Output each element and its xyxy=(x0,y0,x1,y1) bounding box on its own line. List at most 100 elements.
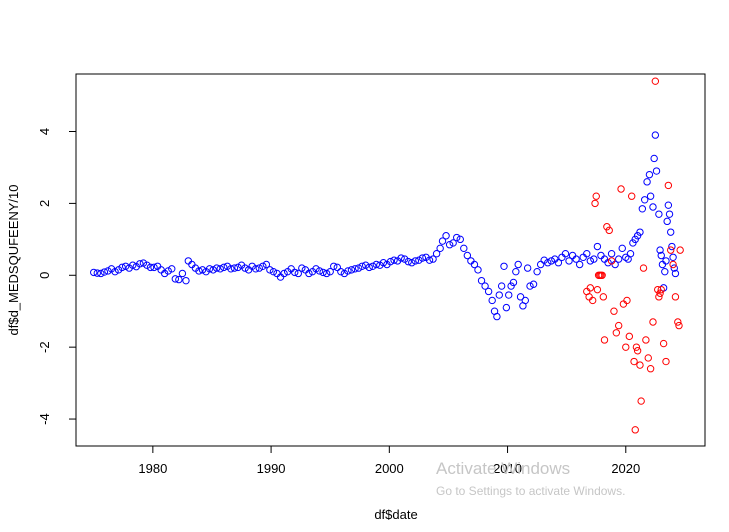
data-point xyxy=(593,285,602,294)
data-point xyxy=(164,267,172,275)
data-point xyxy=(209,266,217,274)
data-point xyxy=(586,257,595,265)
data-point xyxy=(630,357,638,366)
data-point xyxy=(661,267,669,276)
data-point xyxy=(588,296,597,305)
data-point xyxy=(626,250,635,258)
data-point xyxy=(312,265,320,273)
data-point xyxy=(474,266,482,274)
data-point xyxy=(347,266,356,274)
data-point xyxy=(351,265,359,273)
data-point xyxy=(463,251,472,260)
data-point xyxy=(111,267,119,276)
data-point xyxy=(597,251,605,260)
data-point xyxy=(521,296,529,305)
data-point xyxy=(445,241,454,249)
data-point xyxy=(178,269,187,278)
data-point xyxy=(168,265,176,273)
data-point xyxy=(514,260,522,269)
data-point xyxy=(607,250,616,258)
y-tick-label: 4 xyxy=(37,128,52,135)
data-point xyxy=(651,131,660,139)
data-point xyxy=(674,318,682,326)
data-point xyxy=(671,269,680,278)
data-point xyxy=(220,263,228,272)
data-point xyxy=(623,296,631,305)
data-point xyxy=(658,260,667,269)
data-point xyxy=(442,232,450,240)
data-point xyxy=(90,268,98,277)
x-tick-label: 2020 xyxy=(611,461,640,476)
data-point xyxy=(631,426,639,434)
data-point xyxy=(657,251,665,260)
data-point xyxy=(104,267,112,275)
data-point xyxy=(639,264,648,272)
data-point xyxy=(572,255,580,263)
data-point xyxy=(665,210,674,218)
data-point xyxy=(568,251,577,260)
data-point xyxy=(198,266,207,274)
data-point xyxy=(642,336,650,344)
data-point xyxy=(590,255,598,263)
data-point xyxy=(659,339,668,348)
data-point xyxy=(432,250,441,258)
data-point xyxy=(365,263,373,272)
data-point xyxy=(605,226,613,235)
series-0 xyxy=(90,131,680,321)
data-point xyxy=(429,255,437,263)
data-point xyxy=(205,265,214,273)
data-point xyxy=(408,259,416,267)
data-point xyxy=(319,268,327,277)
data-point xyxy=(291,268,299,277)
data-point xyxy=(618,244,626,253)
data-point xyxy=(636,228,644,236)
data-point xyxy=(565,257,573,265)
data-point xyxy=(649,203,657,211)
data-point xyxy=(481,282,489,290)
data-point xyxy=(671,293,680,301)
data-point xyxy=(516,293,525,301)
data-point xyxy=(619,300,628,308)
data-point xyxy=(614,321,623,330)
data-point xyxy=(644,354,652,362)
data-point xyxy=(599,293,608,301)
data-point xyxy=(276,273,285,281)
data-point xyxy=(502,303,511,312)
data-point xyxy=(93,269,101,277)
data-point xyxy=(216,265,224,273)
data-point xyxy=(561,250,570,258)
data-point xyxy=(600,255,609,263)
data-point xyxy=(262,260,271,269)
data-point xyxy=(97,269,105,278)
data-point xyxy=(637,397,645,405)
data-point xyxy=(610,307,618,315)
y-tick-label: -2 xyxy=(37,341,52,353)
data-point xyxy=(646,192,655,200)
data-point xyxy=(652,167,661,175)
data-point xyxy=(505,291,513,299)
x-axis-label: df$date xyxy=(374,507,417,522)
data-point xyxy=(591,199,599,208)
data-point xyxy=(651,77,660,85)
data-point xyxy=(500,262,508,270)
data-point xyxy=(436,244,444,253)
data-point xyxy=(372,260,381,269)
data-point xyxy=(497,282,506,290)
data-point xyxy=(255,264,263,272)
data-point xyxy=(547,257,555,265)
data-point xyxy=(241,264,249,272)
y-tick-label: 2 xyxy=(37,200,52,207)
data-point xyxy=(585,293,593,301)
data-point xyxy=(315,267,324,275)
data-point xyxy=(607,257,616,265)
data-point xyxy=(650,154,658,163)
data-point xyxy=(456,235,464,244)
data-points xyxy=(90,77,684,434)
data-point xyxy=(554,259,563,267)
data-point xyxy=(638,205,647,213)
data-point xyxy=(390,256,398,264)
data-point xyxy=(150,263,158,272)
data-point xyxy=(344,267,352,275)
data-point xyxy=(157,266,165,274)
data-point xyxy=(667,246,675,254)
